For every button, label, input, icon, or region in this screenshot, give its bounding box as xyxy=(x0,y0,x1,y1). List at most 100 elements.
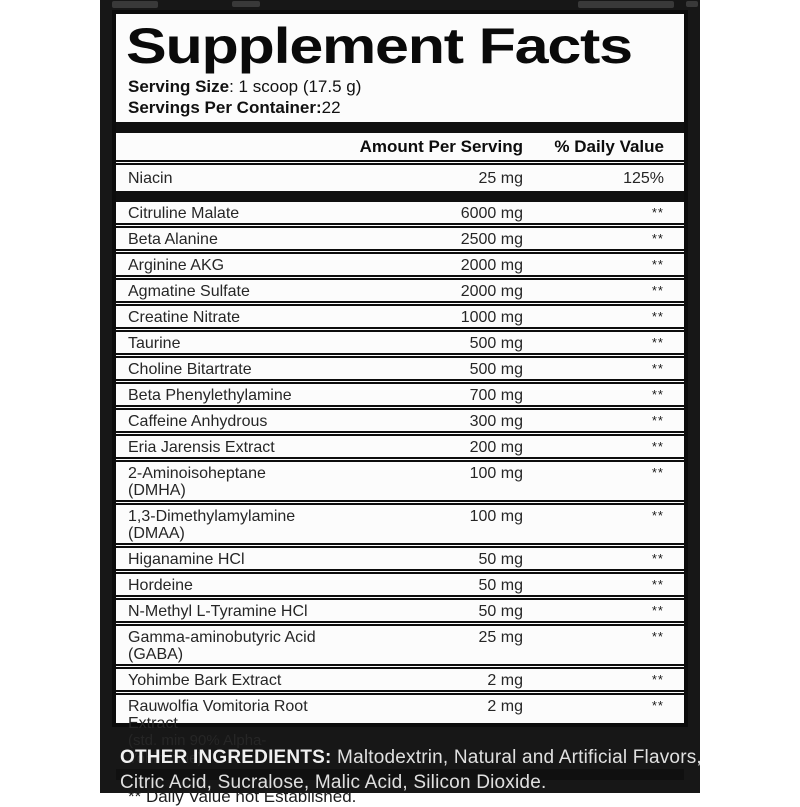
table-row: Creatine Nitrate 1000 mg ** xyxy=(116,301,684,327)
amount-per-serving-header: Amount Per Serving xyxy=(359,137,523,156)
ingredient-amount: 2 mg xyxy=(487,672,523,689)
serving-size-value: : 1 scoop (17.5 g) xyxy=(229,77,362,96)
ingredient-name: Hordeine xyxy=(128,577,193,594)
photo-artifact xyxy=(686,1,698,7)
table-row: Arginine AKG 2000 mg ** xyxy=(116,249,684,275)
ingredient-name: Rauwolfia Vomitoria Root Extract (std. mi… xyxy=(128,698,308,767)
supplement-facts-title: Supplement Facts xyxy=(126,18,633,74)
ingredient-amount: 500 mg xyxy=(469,361,523,378)
other-ingredients-text: Maltodextrin, Natural and Artificial Fla… xyxy=(120,747,702,793)
ingredient-daily-value: ** xyxy=(651,672,664,687)
ingredient-name: Arginine AKG xyxy=(128,257,225,274)
servings-per-container-label: Servings Per Container: xyxy=(128,98,322,117)
servings-per-container-line: Servings Per Container:22 xyxy=(128,97,684,118)
ingredient-name: Beta Phenylethylamine xyxy=(128,387,292,404)
ingredient-daily-value: ** xyxy=(651,309,664,324)
double-rule xyxy=(116,160,684,165)
ingredient-daily-value: ** xyxy=(651,465,664,480)
ingredient-amount: 700 mg xyxy=(469,387,523,404)
ingredient-daily-value: ** xyxy=(651,335,664,350)
table-row: Eria Jarensis Extract 200 mg ** xyxy=(116,431,684,457)
ingredient-name: Beta Alanine xyxy=(128,231,218,248)
ingredient-daily-value: ** xyxy=(651,551,664,566)
ingredient-name: 2-Aminoisoheptane (DMHA) xyxy=(128,465,266,499)
table-row: Beta Alanine 2500 mg ** xyxy=(116,223,684,249)
table-row: 1,3-Dimethylamylamine (DMAA) 100 mg ** xyxy=(116,500,684,543)
ingredient-name: Agmatine Sulfate xyxy=(128,283,250,300)
table-header-row: Amount Per Serving % Daily Value xyxy=(116,133,684,160)
servings-per-container-value: 22 xyxy=(321,98,341,117)
ingredient-name: Yohimbe Bark Extract xyxy=(128,672,282,689)
other-ingredients-label: OTHER INGREDIENTS: xyxy=(120,747,332,768)
ingredient-amount: 50 mg xyxy=(478,577,523,594)
other-ingredients: OTHER INGREDIENTS: Maltodextrin, Natural… xyxy=(120,745,706,795)
ingredient-daily-value: ** xyxy=(651,361,664,376)
thick-rule xyxy=(116,191,684,202)
table-row: Beta Phenylethylamine 700 mg ** xyxy=(116,379,684,405)
ingredient-amount: 100 mg xyxy=(469,465,523,482)
ingredient-name: Creatine Nitrate xyxy=(128,309,241,326)
ingredient-daily-value: ** xyxy=(651,387,664,402)
ingredient-amount: 2 mg xyxy=(487,698,523,715)
serving-size-line: Serving Size: 1 scoop (17.5 g) xyxy=(128,76,684,97)
ingredient-amount: 2000 mg xyxy=(460,257,523,274)
ingredient-name: Choline Bitartrate xyxy=(128,361,252,378)
ingredient-daily-value: ** xyxy=(651,231,664,246)
ingredient-amount: 25 mg xyxy=(478,629,523,646)
photo-artifact xyxy=(578,1,674,8)
ingredient-daily-value: ** xyxy=(651,698,664,713)
photo-artifact xyxy=(112,1,158,8)
table-row: Gamma-aminobutyric Acid (GABA) 25 mg ** xyxy=(116,621,684,664)
table-row: Choline Bitartrate 500 mg ** xyxy=(116,353,684,379)
ingredient-daily-value: ** xyxy=(651,439,664,454)
serving-info: Serving Size: 1 scoop (17.5 g) Servings … xyxy=(128,76,684,118)
ingredient-name: Niacin xyxy=(128,170,173,187)
ingredient-name: Eria Jarensis Extract xyxy=(128,439,275,456)
ingredient-name: Taurine xyxy=(128,335,181,352)
table-row: Higanamine HCl 50 mg ** xyxy=(116,543,684,569)
ingredient-amount: 25 mg xyxy=(478,170,523,187)
ingredient-name: 1,3-Dimethylamylamine (DMAA) xyxy=(128,508,296,542)
ingredient-amount: 50 mg xyxy=(478,603,523,620)
ingredient-amount: 2500 mg xyxy=(460,231,523,248)
ingredient-daily-value: ** xyxy=(651,413,664,428)
ingredient-name: N-Methyl L-Tyramine HCl xyxy=(128,603,308,620)
table-row: 2-Aminoisoheptane (DMHA) 100 mg ** xyxy=(116,457,684,500)
table-row: Yohimbe Bark Extract 2 mg ** xyxy=(116,664,684,690)
table-row: Agmatine Sulfate 2000 mg ** xyxy=(116,275,684,301)
ingredient-daily-value: ** xyxy=(651,257,664,272)
ingredient-amount: 300 mg xyxy=(469,413,523,430)
table-row: Niacin 25 mg 125% xyxy=(116,165,684,191)
table-row: Taurine 500 mg ** xyxy=(116,327,684,353)
ingredient-daily-value: ** xyxy=(651,508,664,523)
table-row: Citruline Malate 6000 mg ** xyxy=(116,202,684,223)
table-row: Caffeine Anhydrous 300 mg ** xyxy=(116,405,684,431)
ingredient-daily-value: ** xyxy=(651,283,664,298)
ingredient-daily-value: ** xyxy=(651,629,664,644)
ingredient-amount: 1000 mg xyxy=(460,309,523,326)
ingredient-name: Gamma-aminobutyric Acid (GABA) xyxy=(128,629,316,663)
table-row: N-Methyl L-Tyramine HCl 50 mg ** xyxy=(116,595,684,621)
ingredient-daily-value: 125% xyxy=(623,170,664,187)
daily-value-header: % Daily Value xyxy=(554,137,664,156)
ingredient-amount: 2000 mg xyxy=(460,283,523,300)
facts-rows: Citruline Malate 6000 mg ** Beta Alanine… xyxy=(116,202,684,769)
thick-rule xyxy=(116,122,684,133)
ingredient-amount: 200 mg xyxy=(469,439,523,456)
ingredient-daily-value: ** xyxy=(651,205,664,220)
serving-size-label: Serving Size xyxy=(128,77,230,96)
thick-rule xyxy=(116,769,684,780)
ingredient-amount: 500 mg xyxy=(469,335,523,352)
label-photo-background: Supplement Facts Serving Size: 1 scoop (… xyxy=(100,0,702,806)
ingredient-name: Citruline Malate xyxy=(128,205,240,222)
photo-artifact xyxy=(232,1,260,7)
ingredient-amount: 6000 mg xyxy=(460,205,523,222)
ingredient-name: Higanamine HCl xyxy=(128,551,245,568)
supplement-facts-panel: Supplement Facts Serving Size: 1 scoop (… xyxy=(112,10,688,806)
ingredient-name: Caffeine Anhydrous xyxy=(128,413,268,430)
ingredient-daily-value: ** xyxy=(651,577,664,592)
table-row: Rauwolfia Vomitoria Root Extract (std. mi… xyxy=(116,690,684,769)
ingredient-amount: 50 mg xyxy=(478,551,523,568)
ingredient-amount: 100 mg xyxy=(469,508,523,525)
table-row: Hordeine 50 mg ** xyxy=(116,569,684,595)
